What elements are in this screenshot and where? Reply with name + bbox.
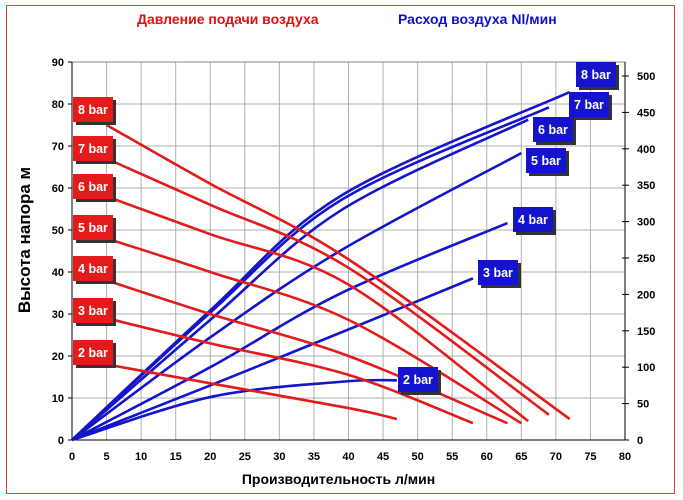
label-text: 6 bar bbox=[78, 180, 108, 194]
head-curve-6-bar bbox=[106, 195, 530, 423]
head-label-3-bar: 3 bar bbox=[73, 298, 116, 326]
label-text: 5 bar bbox=[531, 154, 561, 168]
air-curve-3-bar bbox=[71, 277, 474, 442]
x-tick-label: 10 bbox=[135, 451, 147, 463]
y-tick-label: 70 bbox=[52, 141, 64, 153]
head-label-7-bar: 7 bar bbox=[73, 136, 116, 164]
y2-tick-label: 350 bbox=[637, 180, 655, 192]
head-curve-5-bar bbox=[106, 237, 522, 425]
y2-tick-label: 0 bbox=[637, 435, 643, 447]
label-box bbox=[513, 207, 553, 232]
x-tick-label: 70 bbox=[550, 451, 562, 463]
label-text: 6 bar bbox=[538, 123, 568, 137]
label-text: 3 bar bbox=[78, 304, 108, 318]
y-tick-label: 90 bbox=[52, 57, 64, 69]
label-box bbox=[533, 117, 573, 142]
label-box bbox=[73, 215, 113, 240]
x-tick-label: 30 bbox=[273, 451, 285, 463]
head-curve-7-bar bbox=[106, 157, 550, 416]
label-text: 5 bar bbox=[78, 221, 108, 235]
x-tick-label: 0 bbox=[69, 451, 75, 463]
y-tick-label: 80 bbox=[52, 99, 64, 111]
head-curve-8-bar bbox=[105, 123, 571, 421]
x-tick-label: 45 bbox=[377, 451, 389, 463]
label-box bbox=[576, 62, 616, 87]
air-label-3-bar: 3 bar bbox=[478, 260, 521, 288]
x-tick-label: 5 bbox=[104, 451, 110, 463]
chart-frame bbox=[6, 5, 675, 494]
head-label-8-bar: 8 bar bbox=[73, 97, 116, 125]
air-curve-4-bar bbox=[71, 221, 508, 442]
air-label-4-bar: 4 bar bbox=[513, 207, 556, 235]
air-curve-5-bar bbox=[71, 152, 522, 442]
air-label-7-bar: 7 bar bbox=[569, 92, 612, 120]
x-tick-label: 35 bbox=[308, 451, 320, 463]
y2-tick-label: 250 bbox=[637, 253, 655, 265]
x-tick-label: 55 bbox=[446, 451, 458, 463]
head-curve-4-bar bbox=[106, 279, 508, 425]
head-curve-2-bar bbox=[106, 363, 398, 421]
x-tick-label: 75 bbox=[584, 451, 596, 463]
x-tick-label: 40 bbox=[342, 451, 354, 463]
x-tick-label: 60 bbox=[481, 451, 493, 463]
label-box bbox=[73, 298, 113, 323]
y-tick-label: 0 bbox=[58, 435, 64, 447]
label-box bbox=[73, 340, 113, 365]
x-tick-label: 65 bbox=[515, 451, 527, 463]
y2-tick-label: 300 bbox=[637, 217, 655, 229]
head-label-4-bar: 4 bar bbox=[73, 256, 116, 284]
y2-tick-label: 200 bbox=[637, 289, 655, 301]
y-tick-label: 60 bbox=[52, 183, 64, 195]
label-text: 8 bar bbox=[581, 68, 611, 82]
y-tick-label: 50 bbox=[52, 225, 64, 237]
y-tick-label: 10 bbox=[52, 393, 64, 405]
air-label-5-bar: 5 bar bbox=[526, 148, 569, 176]
head-label-2-bar: 2 bar bbox=[73, 340, 116, 368]
x-tick-label: 80 bbox=[619, 451, 631, 463]
x-tick-label: 50 bbox=[412, 451, 424, 463]
label-box bbox=[73, 174, 113, 199]
head-label-6-bar: 6 bar bbox=[73, 174, 116, 202]
x-tick-label: 15 bbox=[170, 451, 182, 463]
head-curve-3-bar bbox=[106, 316, 474, 425]
label-text: 7 bar bbox=[574, 98, 604, 112]
y2-tick-label: 500 bbox=[637, 71, 655, 83]
label-text: 2 bar bbox=[403, 373, 433, 387]
label-text: 4 bar bbox=[518, 213, 548, 227]
x-tick-label: 20 bbox=[204, 451, 216, 463]
x-axis-label: Производительность л/мин bbox=[242, 471, 435, 487]
y2-tick-label: 50 bbox=[637, 399, 649, 411]
label-box bbox=[478, 260, 518, 285]
y-tick-label: 40 bbox=[52, 267, 64, 279]
air-label-6-bar: 6 bar bbox=[533, 117, 576, 145]
label-box bbox=[398, 367, 438, 392]
label-box bbox=[569, 92, 609, 117]
air-curve-6-bar bbox=[71, 118, 529, 441]
label-text: 7 bar bbox=[78, 142, 108, 156]
air-label-2-bar: 2 bar bbox=[398, 367, 441, 395]
label-text: 2 bar bbox=[78, 346, 108, 360]
head-label-5-bar: 5 bar bbox=[73, 215, 116, 243]
y2-tick-label: 400 bbox=[637, 144, 655, 156]
y2-tick-label: 150 bbox=[637, 326, 655, 338]
head-legend-title: Давление подачи воздуха bbox=[137, 11, 319, 27]
y-axis-label: Высота напора м bbox=[15, 167, 34, 313]
label-box bbox=[73, 97, 113, 122]
air-label-8-bar: 8 bar bbox=[576, 62, 619, 90]
y2-tick-label: 100 bbox=[637, 362, 655, 374]
label-box bbox=[73, 136, 113, 161]
x-tick-label: 25 bbox=[239, 451, 251, 463]
air-curve-7-bar bbox=[71, 106, 550, 441]
label-text: 4 bar bbox=[78, 262, 108, 276]
y-tick-label: 30 bbox=[52, 309, 64, 321]
label-box bbox=[73, 256, 113, 281]
label-text: 3 bar bbox=[483, 266, 513, 280]
y-tick-label: 20 bbox=[52, 351, 64, 363]
label-box bbox=[526, 148, 566, 173]
air-legend-title: Расход воздуха Nl/мин bbox=[398, 11, 557, 27]
label-text: 8 bar bbox=[78, 103, 108, 117]
y2-tick-label: 450 bbox=[637, 107, 655, 119]
